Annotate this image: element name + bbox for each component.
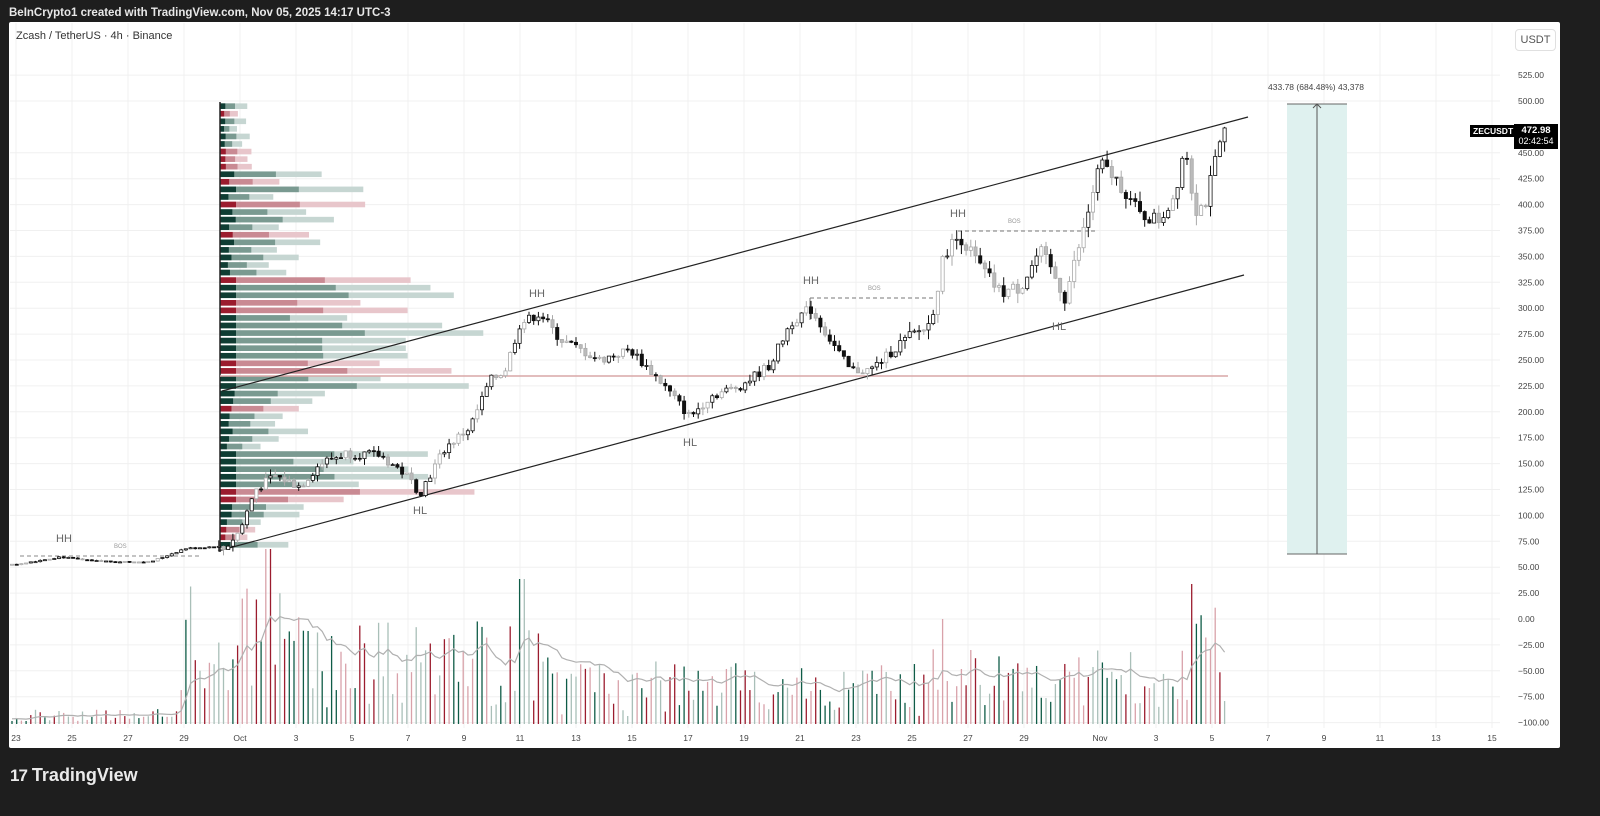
svg-text:9: 9 bbox=[462, 733, 467, 743]
currency-button[interactable]: USDT bbox=[1515, 29, 1556, 51]
ticker-label: ZECUSDT bbox=[1470, 125, 1517, 137]
chart-attribution: BeInCrypto1 created with TradingView.com… bbox=[9, 7, 391, 19]
svg-text:29: 29 bbox=[1019, 733, 1029, 743]
svg-text:23: 23 bbox=[11, 733, 21, 743]
time-axis: 23 25 27 29 Oct 3 5 7 9 11 13 15 17 19 21 23 25 27 29 Nov 3 5… bbox=[11, 733, 1497, 743]
price-axis: 525.00 500.00 450.00 425.00 400.00 375.00 350.… bbox=[1518, 70, 1549, 728]
svg-text:300.00: 300.00 bbox=[1518, 303, 1544, 313]
svg-text:125.00: 125.00 bbox=[1518, 485, 1544, 495]
svg-text:200.00: 200.00 bbox=[1518, 407, 1544, 417]
channel-lower-line bbox=[217, 274, 1245, 552]
svg-text:−50.00: −50.00 bbox=[1518, 666, 1545, 676]
volume-ma-line bbox=[11, 615, 1226, 720]
svg-text:15: 15 bbox=[627, 733, 637, 743]
svg-text:13: 13 bbox=[571, 733, 581, 743]
svg-text:13: 13 bbox=[1431, 733, 1441, 743]
svg-text:100.00: 100.00 bbox=[1518, 510, 1544, 520]
svg-text:15: 15 bbox=[1487, 733, 1497, 743]
svg-text:450.00: 450.00 bbox=[1518, 148, 1544, 158]
svg-text:350.00: 350.00 bbox=[1518, 251, 1544, 261]
volume-bars bbox=[11, 549, 1226, 724]
structure-labels: HH BOS HH HL HL HH BOS HH BOS HL bbox=[56, 208, 1066, 550]
svg-text:525.00: 525.00 bbox=[1518, 70, 1544, 80]
label-hl: HL bbox=[413, 505, 427, 517]
svg-text:Nov: Nov bbox=[1092, 733, 1108, 743]
svg-text:29: 29 bbox=[179, 733, 189, 743]
svg-text:250.00: 250.00 bbox=[1518, 355, 1544, 365]
svg-text:23: 23 bbox=[851, 733, 861, 743]
svg-text:3: 3 bbox=[1154, 733, 1159, 743]
svg-text:27: 27 bbox=[123, 733, 133, 743]
svg-text:0.00: 0.00 bbox=[1518, 614, 1535, 624]
svg-text:25.00: 25.00 bbox=[1518, 588, 1540, 598]
svg-text:11: 11 bbox=[516, 733, 525, 743]
label-hh: HH bbox=[803, 275, 819, 287]
svg-text:7: 7 bbox=[1266, 733, 1271, 743]
label-bos: BOS bbox=[1008, 219, 1021, 225]
svg-text:275.00: 275.00 bbox=[1518, 329, 1544, 339]
svg-text:5: 5 bbox=[350, 733, 355, 743]
svg-text:Oct: Oct bbox=[233, 733, 247, 743]
label-bos: BOS bbox=[114, 544, 127, 550]
tradingview-logo-icon: 17 bbox=[10, 765, 28, 785]
svg-text:400.00: 400.00 bbox=[1518, 200, 1544, 210]
volume-profile bbox=[219, 102, 484, 552]
svg-text:75.00: 75.00 bbox=[1518, 536, 1540, 546]
svg-text:−75.00: −75.00 bbox=[1518, 692, 1545, 702]
last-price-value: 472.98 bbox=[1521, 125, 1551, 136]
svg-text:−100.00: −100.00 bbox=[1518, 718, 1549, 728]
bar-countdown: 02:42:54 bbox=[1518, 136, 1554, 146]
svg-text:11: 11 bbox=[1376, 733, 1385, 743]
label-hh: HH bbox=[529, 288, 545, 300]
svg-text:50.00: 50.00 bbox=[1518, 562, 1540, 572]
symbol-title: Zcash / TetherUS · 4h · Binance bbox=[16, 30, 173, 42]
svg-text:19: 19 bbox=[739, 733, 749, 743]
svg-text:−25.00: −25.00 bbox=[1518, 640, 1545, 650]
last-price-tag: 472.98 02:42:54 bbox=[1514, 124, 1558, 149]
measure-label: 433.78 (684.48%) 43,378 bbox=[1268, 82, 1364, 92]
svg-text:21: 21 bbox=[795, 733, 805, 743]
svg-text:25: 25 bbox=[67, 733, 77, 743]
svg-text:9: 9 bbox=[1322, 733, 1327, 743]
tradingview-brand: TradingView bbox=[31, 765, 138, 785]
svg-text:425.00: 425.00 bbox=[1518, 174, 1544, 184]
label-bos: BOS bbox=[868, 286, 881, 292]
svg-text:175.00: 175.00 bbox=[1518, 433, 1544, 443]
price-range-measure bbox=[1287, 103, 1347, 555]
svg-text:7: 7 bbox=[406, 733, 411, 743]
svg-text:150.00: 150.00 bbox=[1518, 459, 1544, 469]
channel-upper-line bbox=[221, 116, 1249, 392]
svg-text:3: 3 bbox=[294, 733, 299, 743]
svg-text:5: 5 bbox=[1210, 733, 1215, 743]
svg-text:27: 27 bbox=[963, 733, 973, 743]
label-hh: HH bbox=[950, 208, 966, 220]
svg-text:375.00: 375.00 bbox=[1518, 226, 1544, 236]
label-hh: HH bbox=[56, 533, 72, 545]
svg-text:500.00: 500.00 bbox=[1518, 96, 1544, 106]
svg-text:325.00: 325.00 bbox=[1518, 277, 1544, 287]
svg-text:225.00: 225.00 bbox=[1518, 381, 1544, 391]
label-hl: HL bbox=[683, 437, 697, 449]
svg-text:25: 25 bbox=[907, 733, 917, 743]
candlesticks bbox=[10, 126, 1227, 566]
tradingview-logo: 17 TradingView bbox=[10, 765, 138, 786]
svg-text:17: 17 bbox=[683, 733, 693, 743]
label-hl: HL bbox=[1052, 321, 1066, 333]
